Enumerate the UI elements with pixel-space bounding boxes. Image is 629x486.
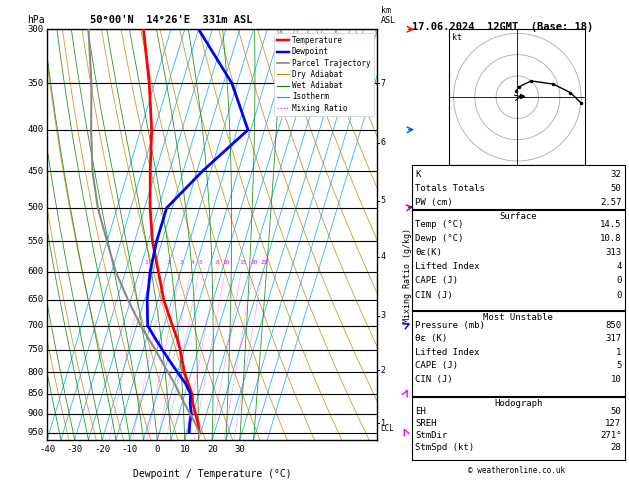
Text: StmDir: StmDir [415, 431, 447, 440]
Text: 600: 600 [27, 267, 43, 276]
Text: 4: 4 [616, 262, 621, 271]
Text: StmSpd (kt): StmSpd (kt) [415, 443, 474, 452]
Text: 10: 10 [179, 445, 190, 454]
Text: km
ASL: km ASL [381, 6, 396, 25]
Text: 30: 30 [235, 445, 245, 454]
Text: 700: 700 [27, 321, 43, 330]
Text: -20: -20 [94, 445, 110, 454]
Text: θε (K): θε (K) [415, 334, 447, 343]
Text: 3: 3 [180, 260, 184, 265]
Text: Lifted Index: Lifted Index [415, 348, 480, 357]
Text: 7: 7 [381, 79, 386, 87]
Text: Lifted Index: Lifted Index [415, 262, 480, 271]
Text: 800: 800 [27, 368, 43, 377]
Text: θε(K): θε(K) [415, 248, 442, 257]
Text: 127: 127 [605, 419, 621, 428]
Text: 300: 300 [27, 25, 43, 34]
Text: 2.57: 2.57 [600, 198, 621, 207]
Text: -30: -30 [67, 445, 83, 454]
Text: 550: 550 [27, 237, 43, 246]
Text: -10: -10 [121, 445, 138, 454]
Text: CAPE (J): CAPE (J) [415, 277, 458, 285]
Text: 2: 2 [381, 365, 386, 375]
Text: 10.8: 10.8 [600, 234, 621, 243]
Text: 50°00'N  14°26'E  331m ASL: 50°00'N 14°26'E 331m ASL [90, 15, 253, 25]
Text: SREH: SREH [415, 419, 437, 428]
Text: Totals Totals: Totals Totals [415, 184, 485, 193]
Text: 32: 32 [611, 170, 621, 179]
Text: -40: -40 [39, 445, 55, 454]
Text: 750: 750 [27, 346, 43, 354]
Text: 5: 5 [381, 196, 386, 206]
Text: 50: 50 [611, 184, 621, 193]
Text: 350: 350 [27, 79, 43, 87]
Text: 500: 500 [27, 204, 43, 212]
Text: EH: EH [415, 407, 426, 416]
Text: CAPE (J): CAPE (J) [415, 362, 458, 370]
Text: Most Unstable: Most Unstable [483, 313, 554, 322]
Text: Temp (°C): Temp (°C) [415, 220, 464, 229]
Text: 50: 50 [611, 407, 621, 416]
Text: PW (cm): PW (cm) [415, 198, 453, 207]
Text: LCL: LCL [381, 424, 394, 433]
Text: 650: 650 [27, 295, 43, 304]
Text: 0: 0 [616, 291, 621, 299]
Text: 25: 25 [260, 260, 267, 265]
Text: 1: 1 [381, 419, 386, 428]
Text: 4: 4 [190, 260, 194, 265]
Text: hPa: hPa [28, 15, 45, 25]
Text: Hodograph: Hodograph [494, 399, 542, 408]
Text: CIN (J): CIN (J) [415, 375, 453, 384]
Text: 8: 8 [216, 260, 220, 265]
Text: 5: 5 [616, 362, 621, 370]
Text: 850: 850 [605, 321, 621, 330]
Text: 950: 950 [27, 428, 43, 437]
Text: 20: 20 [207, 445, 218, 454]
Text: 5: 5 [198, 260, 202, 265]
Text: 10: 10 [223, 260, 230, 265]
Text: 15: 15 [239, 260, 247, 265]
Text: 14.5: 14.5 [600, 220, 621, 229]
Text: Surface: Surface [499, 212, 537, 221]
Text: Mixing Ratio (g/kg): Mixing Ratio (g/kg) [403, 228, 411, 323]
Text: 20: 20 [251, 260, 258, 265]
Legend: Temperature, Dewpoint, Parcel Trajectory, Dry Adiabat, Wet Adiabat, Isotherm, Mi: Temperature, Dewpoint, Parcel Trajectory… [274, 33, 374, 116]
Text: Dewpoint / Temperature (°C): Dewpoint / Temperature (°C) [133, 469, 292, 479]
Text: 900: 900 [27, 409, 43, 418]
Text: 0: 0 [155, 445, 160, 454]
Text: 400: 400 [27, 125, 43, 134]
Text: 28: 28 [611, 443, 621, 452]
Text: 1: 1 [616, 348, 621, 357]
Text: 17.06.2024  12GMT  (Base: 18): 17.06.2024 12GMT (Base: 18) [412, 22, 593, 32]
Text: 271°: 271° [600, 431, 621, 440]
Text: © weatheronline.co.uk: © weatheronline.co.uk [469, 466, 565, 475]
Text: 317: 317 [605, 334, 621, 343]
Text: 313: 313 [605, 248, 621, 257]
Text: 450: 450 [27, 167, 43, 175]
Text: CIN (J): CIN (J) [415, 291, 453, 299]
Text: Pressure (mb): Pressure (mb) [415, 321, 485, 330]
Text: 4: 4 [381, 252, 386, 261]
Text: 6: 6 [381, 138, 386, 147]
Text: 850: 850 [27, 389, 43, 398]
Text: 3: 3 [381, 311, 386, 320]
Text: Dewp (°C): Dewp (°C) [415, 234, 464, 243]
Text: 10: 10 [611, 375, 621, 384]
Text: 1: 1 [144, 260, 148, 265]
Text: 0: 0 [616, 277, 621, 285]
Text: 2: 2 [166, 260, 170, 265]
Text: kt: kt [452, 33, 462, 42]
Text: K: K [415, 170, 421, 179]
